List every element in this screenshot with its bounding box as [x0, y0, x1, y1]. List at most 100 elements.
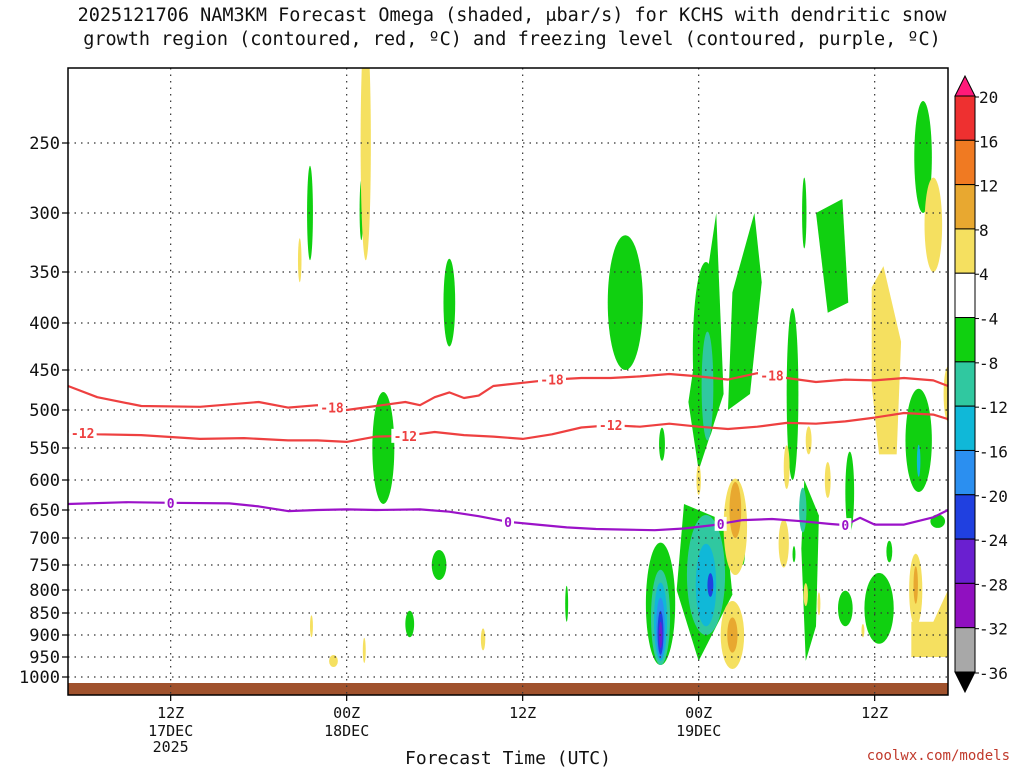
y-tick-label: 350: [29, 263, 60, 283]
colorbar-label: -20: [979, 487, 1008, 506]
y-tick-label: 900: [29, 626, 60, 646]
x-tick-label: 00Z: [333, 704, 360, 722]
omega-area-yellow: [310, 615, 313, 638]
colorbar-label: -16: [979, 442, 1008, 461]
contour-label-bg: [596, 418, 625, 433]
omega-area-green: [607, 235, 643, 370]
omega-area-yellow: [362, 637, 366, 664]
y-tick-label: 800: [29, 581, 60, 601]
contour-label: -12: [599, 419, 622, 434]
omega-area-green: [845, 451, 855, 533]
omega-area-green: [405, 610, 415, 638]
x-tick-sublabel: 19DEC: [676, 722, 721, 740]
omega-area-yellow: [871, 266, 902, 455]
omega-area-yellow: [329, 655, 338, 667]
omega-area-green: [372, 392, 395, 504]
x-tick-label: 12Z: [509, 704, 536, 722]
omega-area-cyan: [695, 543, 717, 627]
omega-area-yellow: [924, 177, 943, 272]
y-tick-label: 450: [29, 361, 60, 381]
y-tick-label: 400: [29, 314, 60, 334]
colorbar-segment: [954, 405, 976, 451]
omega-area-yellow: [911, 590, 948, 657]
y-tick-label: 550: [29, 439, 60, 459]
omega-area-yellow: [297, 238, 302, 283]
colorbar-segment: [954, 272, 976, 319]
contour-label: -18: [540, 374, 564, 389]
colorbar-label: 20: [979, 88, 998, 107]
omega-area-yellow: [824, 462, 831, 498]
x-tick-label: 12Z: [861, 704, 888, 722]
omega-area-green: [914, 101, 932, 213]
omega-area-yellow: [360, 68, 371, 261]
colorbar-label: -36: [979, 664, 1008, 683]
colorbar-label: -24: [979, 531, 1008, 550]
omega-area-green: [802, 177, 807, 249]
contour-label-bg: [318, 400, 346, 415]
colorbar-label: -12: [979, 398, 1008, 417]
colorbar-label: -4: [979, 310, 998, 329]
y-tick-label: 750: [29, 556, 60, 576]
colorbar-segment: [954, 494, 976, 540]
x-axis-label: Forecast Time (UTC): [405, 748, 611, 768]
colorbar-label: 12: [979, 177, 998, 196]
omega-area-gold: [729, 482, 742, 538]
omega-area-yellow: [861, 624, 865, 638]
title-line-2: growth region (contoured, red, ºC) and f…: [83, 29, 941, 50]
omega-area-green: [864, 573, 894, 644]
contour-label-bg: [538, 372, 566, 387]
plot-layer: -18 -18 -18 -12 -12 -12 0 0 0 0: [68, 68, 948, 695]
colorbar-segment: [954, 95, 976, 141]
colorbar-segment: [954, 538, 976, 584]
colorbar-segment: [954, 449, 976, 496]
omega-area-green: [816, 199, 849, 313]
x-tick-label: 00Z: [685, 704, 712, 722]
contour-label-bg: [714, 516, 727, 531]
x-tick-sublabel: 2025: [153, 738, 189, 756]
omega-area-gold: [913, 566, 918, 604]
contour-label: -12: [394, 430, 417, 445]
omega-area-green: [659, 427, 665, 461]
contour-label: 0: [717, 518, 725, 533]
x-tick-sublabel: 17DEC: [148, 722, 193, 740]
y-tick-label: 700: [29, 529, 60, 549]
credit-text[interactable]: coolwx.com/models: [866, 748, 1010, 764]
colorbar-label: -8: [979, 354, 998, 373]
contour-label-bg: [502, 514, 514, 529]
chart-title: 2025121706 NAM3KM Forecast Omega (shaded…: [0, 4, 1024, 52]
y-tick-label: 950: [29, 648, 60, 668]
omega-area-green: [792, 546, 796, 563]
omega-area-green: [838, 590, 853, 627]
y-tick-label: 300: [29, 204, 60, 224]
colorbar-top-triangle: [954, 74, 976, 97]
colorbar-segment: [954, 317, 976, 363]
omega-area-yellow: [913, 637, 918, 651]
y-tick-label: 600: [29, 471, 60, 491]
colorbar-label: 8: [979, 221, 989, 240]
omega-area-yellow: [778, 519, 789, 568]
contour-label-bg: [839, 518, 852, 533]
contour-line-dendritic_-12C: [68, 411, 948, 443]
contour-label: 0: [167, 497, 175, 512]
omega-area-green: [786, 308, 799, 480]
contour-label: -18: [320, 402, 344, 417]
contour-label-bg: [758, 368, 786, 383]
y-tick-label: 650: [29, 501, 60, 521]
omega-area-teal: [701, 331, 714, 441]
contour-label: 0: [841, 519, 849, 534]
colorbar-segment: [954, 361, 976, 407]
colorbar-bottom-triangle: [954, 671, 976, 694]
contour-label: -12: [71, 427, 94, 442]
colorbar-segment: [954, 139, 976, 186]
omega-area-green: [443, 258, 456, 347]
omega-area-yellow: [803, 583, 808, 607]
omega-area-green: [801, 480, 819, 661]
colorbar-segment: [954, 582, 976, 629]
colorbar-label: 4: [979, 265, 989, 284]
plot-frame: [67, 67, 949, 696]
contour-label-bg: [391, 428, 420, 443]
x-tick-sublabel: 18DEC: [324, 722, 369, 740]
contour-label-bg: [164, 495, 177, 510]
contour-label: 0: [504, 516, 512, 531]
